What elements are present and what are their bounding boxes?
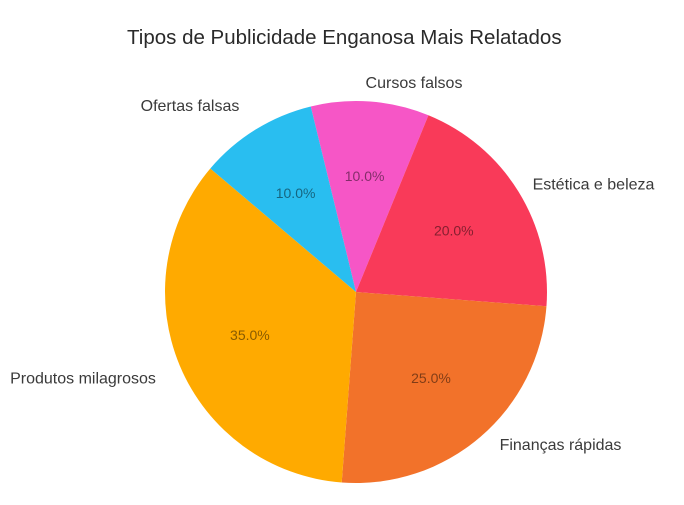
- svg-text:10.0%: 10.0%: [345, 168, 385, 184]
- svg-text:Estética e beleza: Estética e beleza: [533, 177, 655, 194]
- svg-text:35.0%: 35.0%: [230, 327, 270, 343]
- svg-text:Ofertas falsas: Ofertas falsas: [141, 98, 240, 115]
- svg-text:Cursos falsos: Cursos falsos: [366, 75, 463, 92]
- svg-text:Finanças rápidas: Finanças rápidas: [500, 437, 622, 454]
- svg-text:Produtos milagrosos: Produtos milagrosos: [10, 371, 156, 388]
- svg-text:25.0%: 25.0%: [411, 370, 451, 386]
- svg-text:20.0%: 20.0%: [434, 222, 474, 238]
- svg-text:10.0%: 10.0%: [276, 185, 316, 201]
